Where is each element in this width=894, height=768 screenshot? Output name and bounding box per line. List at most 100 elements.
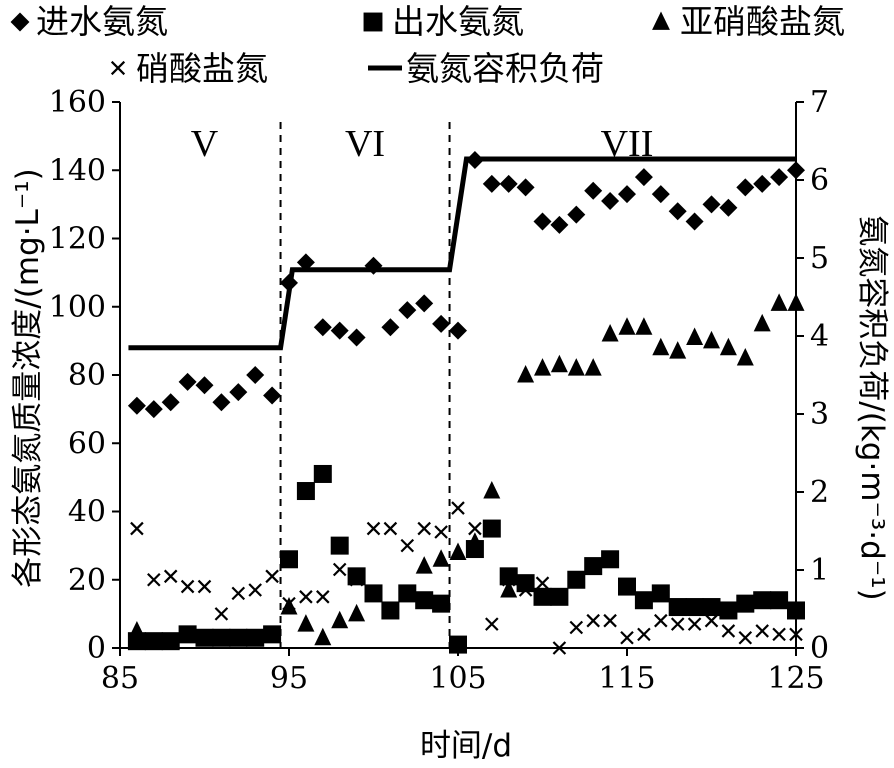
- nitrite-point: [280, 597, 298, 615]
- effluent-ammonia-point: [246, 628, 265, 647]
- y-tick-label-left: 100: [49, 290, 106, 325]
- y-tick-label-right: 7: [810, 85, 829, 120]
- nitrite-point: [618, 317, 636, 335]
- influent-ammonia-point: [178, 372, 197, 391]
- influent-ammonia-point: [634, 168, 653, 187]
- nitrate-point: [687, 617, 702, 631]
- nitrate-point: [704, 613, 719, 628]
- influent-ammonia-point: [398, 301, 417, 320]
- influent-ammonia-point: [618, 185, 636, 204]
- nitrate-point: [721, 624, 736, 638]
- nitrate-point: [485, 617, 499, 631]
- nitrate-point: [316, 590, 330, 604]
- nitrate-point: [518, 583, 533, 597]
- nitrite-point: [331, 610, 349, 629]
- influent-ammonia-point: [313, 318, 332, 337]
- effluent-ammonia-point: [736, 594, 755, 613]
- influent-ammonia-point: [550, 215, 569, 234]
- effluent-ammonia-point: [296, 482, 315, 501]
- nitrite-point: [314, 627, 332, 646]
- nitrate-point: [366, 521, 381, 536]
- effluent-ammonia-point: [567, 570, 586, 589]
- nitrite-point: [669, 341, 687, 359]
- influent-ammonia-point: [685, 212, 704, 231]
- effluent-ammonia-point: [753, 591, 772, 610]
- nitrate-point: [400, 538, 415, 553]
- influent-ammonia-point: [432, 314, 451, 333]
- nitrate-point: [535, 576, 550, 590]
- influent-ammonia-point: [415, 294, 434, 313]
- nitrate-point: [569, 620, 584, 635]
- effluent-ammonia-point: [381, 601, 400, 620]
- legend-diamond-icon: [10, 12, 30, 32]
- effluent-ammonia-point: [770, 591, 789, 610]
- legend-label: 进水氨氮: [36, 2, 168, 41]
- y-tick-label-left: 40: [68, 495, 106, 530]
- nitrite-point: [736, 347, 754, 366]
- effluent-ammonia-point: [685, 598, 704, 617]
- effluent-ammonia-point: [280, 550, 298, 569]
- legend-label: 氨氮容积负荷: [406, 49, 604, 88]
- nitrite-point: [483, 481, 501, 499]
- nitrate-point: [603, 613, 617, 628]
- influent-ammonia-point: [753, 174, 772, 193]
- nitrite-point: [652, 337, 670, 356]
- x-tick-label: 85: [101, 661, 139, 696]
- influent-ammonia-point: [263, 386, 282, 405]
- nitrite-point: [348, 603, 366, 622]
- nitrate-point: [265, 569, 279, 584]
- y-tick-label-left: 120: [49, 222, 106, 257]
- nitrate-point: [147, 572, 161, 587]
- influent-ammonia-point: [516, 178, 535, 197]
- effluent-ammonia-point: [499, 567, 518, 586]
- nitrite-point: [584, 358, 602, 376]
- nitrate-point: [738, 630, 753, 645]
- influent-ammonia-point: [296, 253, 315, 272]
- stage-label: VI: [345, 123, 385, 165]
- nitrite-point: [466, 532, 484, 550]
- nitrate-point: [349, 572, 364, 587]
- nitrate-point: [451, 501, 465, 515]
- effluent-ammonia-point: [364, 584, 383, 603]
- nitrite-point: [517, 365, 535, 383]
- y-tick-label-right: 5: [810, 241, 829, 276]
- influent-ammonia-point: [668, 202, 687, 221]
- effluent-ammonia-point: [161, 632, 180, 651]
- nitrate-point: [755, 624, 769, 638]
- legend-item-effluent-ammonia: 出水氨氮: [363, 2, 524, 41]
- effluent-ammonia-point: [398, 584, 417, 603]
- x-axis-title: 时间/d: [420, 728, 512, 764]
- nitrate-point: [383, 521, 398, 536]
- influent-ammonia-point: [195, 376, 214, 395]
- x-tick-label: 105: [429, 661, 486, 696]
- nitrite-point: [415, 556, 433, 574]
- y-tick-label-right: 3: [810, 397, 829, 432]
- legend-item-influent-ammonia: 进水氨氮: [10, 2, 168, 41]
- y-tick-label-right: 0: [810, 631, 829, 666]
- y-tick-label-left: 60: [68, 426, 106, 461]
- legend-triangle-icon: [652, 11, 670, 30]
- effluent-ammonia-point: [449, 635, 467, 654]
- influent-ammonia-point: [127, 396, 146, 415]
- nitrate-point: [332, 562, 347, 577]
- nitrite-point: [753, 313, 771, 332]
- effluent-ammonia-point: [533, 587, 552, 606]
- nitrate-point: [163, 569, 178, 584]
- legend-x-icon: [110, 60, 126, 76]
- nitrite-point: [297, 614, 315, 632]
- influent-ammonia-point: [584, 181, 603, 200]
- effluent-ammonia-point: [432, 594, 451, 613]
- nitrate-point: [620, 630, 634, 645]
- nitrite-point: [770, 293, 788, 311]
- influent-ammonia-point: [347, 328, 366, 347]
- nitrate-point: [282, 596, 296, 611]
- nitrate-point: [789, 627, 803, 642]
- y-tick-label-left: 160: [49, 85, 106, 120]
- y-axis-title-left: 各形态氨氮质量浓度/(mg·L⁻¹): [10, 168, 46, 587]
- effluent-ammonia-point: [144, 632, 163, 651]
- nitrate-point: [654, 613, 668, 628]
- influent-ammonia-point: [719, 198, 738, 217]
- chart-marks: [127, 151, 805, 655]
- x-tick-label: 95: [270, 661, 308, 696]
